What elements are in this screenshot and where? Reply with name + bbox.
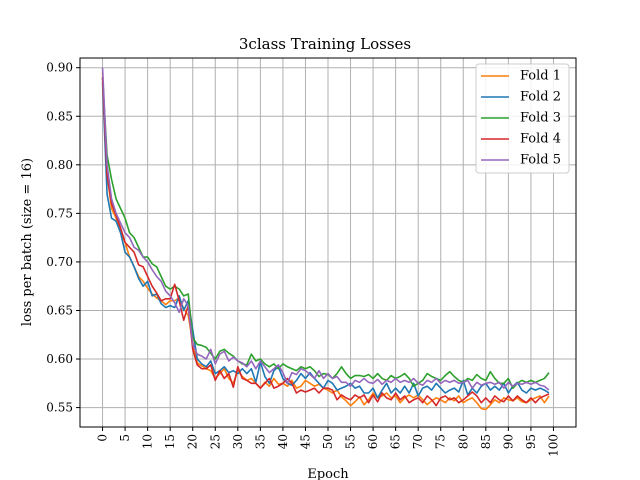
legend-label: Fold 3 [520,111,561,126]
y-axis-label: loss per batch (size = 16) [20,158,35,326]
x-tick-label: 55 [344,434,358,449]
x-tick-label: 5 [118,434,132,442]
x-tick-label: 60 [366,434,380,449]
grid [80,58,576,427]
series-line-fold-3 [101,77,550,389]
x-tick-label: 85 [479,434,493,449]
legend-label: Fold 4 [520,132,561,147]
x-tick-label: 35 [253,434,267,449]
legend: Fold 1 Fold 2 Fold 3 Fold 4 Fold 5 [475,63,570,174]
y-tick-label: 0.70 [46,255,73,269]
x-tick-label: 100 [546,434,560,457]
legend-box [475,63,570,174]
series-line-fold-4 [101,77,550,407]
y-tick-label: 0.75 [46,206,73,220]
x-tick-label: 25 [208,434,222,449]
series-line-fold-5 [101,67,550,391]
chart-title: 3class Training Losses [239,35,411,53]
y-axis-ticks: 0.55 0.60 0.65 0.70 0.75 0.80 0.85 0.90 [46,61,80,415]
x-tick-label: 90 [501,434,515,449]
x-tick-label: 0 [96,434,110,442]
legend-label: Fold 5 [520,153,561,168]
x-tick-label: 10 [141,434,155,449]
x-axis-label: Epoch [307,467,349,480]
x-tick-label: 45 [298,434,312,449]
series-line-fold-1 [101,72,550,411]
x-tick-label: 80 [456,434,470,449]
x-tick-label: 95 [524,434,538,449]
series-lines [101,67,550,411]
legend-label: Fold 2 [520,90,561,105]
x-tick-label: 50 [321,434,335,449]
x-tick-label: 65 [389,434,403,449]
x-tick-label: 75 [434,434,448,449]
x-tick-label: 15 [163,434,177,449]
x-tick-label: 20 [186,434,200,449]
y-tick-label: 0.60 [46,352,73,366]
x-tick-label: 30 [231,434,245,449]
x-axis-ticks: 0 5 10 15 20 25 30 35 40 45 50 55 60 65 70 75 80 85 90 95 10… [96,427,560,457]
y-tick-label: 0.90 [46,61,73,75]
legend-label: Fold 1 [520,69,561,84]
y-tick-label: 0.85 [46,109,73,123]
series-line-fold-2 [101,82,550,399]
x-tick-label: 40 [276,434,290,449]
y-tick-label: 0.80 [46,158,73,172]
x-tick-label: 70 [411,434,425,449]
y-tick-label: 0.55 [46,401,73,415]
y-tick-label: 0.65 [46,303,73,317]
